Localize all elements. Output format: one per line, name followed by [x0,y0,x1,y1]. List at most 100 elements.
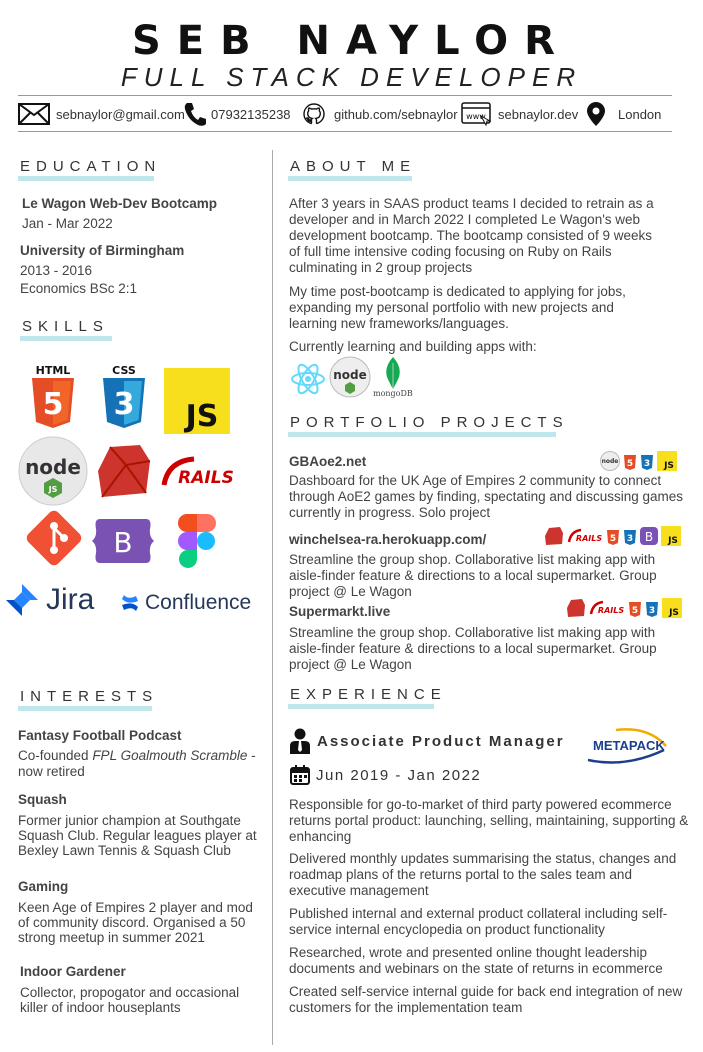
location-text: London [618,106,662,122]
interest-text-2: Former junior champion at Southgate Squa… [18,813,257,858]
css3-mini-icon: 3 [641,455,653,470]
contact-email[interactable]: sebnaylor@gmail.com [18,100,185,128]
figma-icon [178,514,216,568]
html5-mini-icon: 5 [629,602,641,617]
svg-text:JS: JS [48,485,58,494]
contact-bar: sebnaylor@gmail.com 07932135238 github.c… [18,100,678,128]
ruby-icon [98,445,151,498]
interest-text-3: Keen Age of Empires 2 player and mod of … [18,900,253,945]
experience-bullet-4: Researched, wrote and presented online t… [289,945,663,976]
experience-bullet-3: Published internal and external product … [289,906,668,937]
svg-text:5: 5 [43,387,64,422]
about-paragraph-2: My time post-bootcamp is dedicated to ap… [289,284,626,331]
svg-text:node: node [602,458,619,465]
javascript-icon: JS [164,368,230,434]
confluence-icon [122,595,138,611]
svg-text:5: 5 [632,606,638,616]
svg-text:B: B [645,530,653,544]
svg-text:5: 5 [610,534,616,544]
header-divider-bottom [18,131,672,132]
github-icon [303,103,325,125]
svg-text:node: node [25,455,81,479]
job-title: Associate Product Manager [317,733,565,750]
interest-title-2: Squash [18,792,67,807]
rails-mini-icon: RAILS [567,528,602,543]
svg-text:JS: JS [667,536,678,546]
ruby-mini-icon [545,527,563,545]
nodejs-icon: node JS [18,436,88,506]
person-icon [290,728,310,754]
jira-label: Jira [46,583,95,616]
skills-underline [20,336,112,341]
react-icon [291,363,325,395]
html5-mini-icon: 5 [607,530,619,545]
education-underline [18,176,154,181]
css3-mini-icon: 3 [624,530,636,545]
interest-text-1: Co-founded FPL Goalmouth Scramble - now … [18,748,256,779]
svg-text:RAILS: RAILS [576,534,602,543]
contact-github[interactable]: github.com/sebnaylor [302,100,458,128]
phone-text: 07932135238 [211,106,291,122]
project-2-tech-icons: RAILS 5 3 B JS [544,526,681,546]
svg-text:RAILS: RAILS [598,606,624,615]
jira-logo: Jira [4,580,94,620]
bootstrap-icon: B [92,519,154,563]
svg-text:3: 3 [649,606,655,616]
project-desc-2: Streamline the group shop. Collaborative… [289,552,657,599]
about-paragraph-3: Currently learning and building apps wit… [289,339,537,354]
about-paragraph-1: After 3 years in SAAS product teams I de… [289,196,654,275]
company-name: METAPACK [593,738,665,753]
contact-location: London [586,100,661,128]
bootstrap-mini-icon: B [640,527,658,545]
svg-text:RAILS: RAILS [178,468,234,488]
edu-school-2: University of Birmingham [20,243,185,258]
javascript-mini-icon: JS [662,598,682,618]
metapack-swoosh-icon [587,728,667,764]
about-underline [288,176,412,181]
svg-text:www: www [466,112,486,121]
education-heading: EDUCATION [20,158,162,175]
svg-text:JS: JS [668,608,679,618]
resume-role: FULL STACK DEVELOPER [120,62,583,92]
html5-icon: HTML 5 [32,364,74,428]
project-name-1[interactable]: GBAoe2.net [289,454,367,469]
interests-heading: INTERESTS [20,688,159,705]
rails-mini-icon: RAILS [589,600,624,615]
project-name-2[interactable]: winchelsea-ra.herokuapp.com/ [289,532,487,547]
css3-mini-icon: 3 [646,602,658,617]
envelope-icon [18,103,50,125]
experience-bullet-1: Responsible for go-to-market of third pa… [289,797,689,844]
website-icon: www [461,102,491,126]
project-1-tech-icons: node 5 3 JS [600,451,677,471]
github-text: github.com/sebnaylor [334,106,458,122]
css3-icon: CSS 3 [103,364,145,428]
javascript-mini-icon: JS [657,451,677,471]
svg-text:JS: JS [663,461,674,471]
interests-underline [18,706,152,711]
skills-heading: SKILLS [22,318,109,335]
calendar-icon [290,765,310,785]
experience-heading: EXPERIENCE [290,686,447,703]
git-icon [26,510,82,566]
svg-text:CSS: CSS [112,364,136,377]
rails-icon: RAILS [161,456,234,488]
email-text: sebnaylor@gmail.com [56,106,185,122]
svg-text:3: 3 [114,387,135,422]
ruby-mini-icon [567,599,585,617]
contact-phone[interactable]: 07932135238 [183,100,291,128]
nodejs-mini-icon: node [600,451,620,471]
svg-text:5: 5 [627,459,633,469]
resume-name: SEB NAYLOR [132,18,571,64]
svg-text:JS: JS [184,399,219,434]
contact-website[interactable]: www sebnaylor.dev [461,100,578,128]
edu-school-1: Le Wagon Web-Dev Bootcamp [22,196,218,211]
edu-dates-2: 2013 - 2016 [20,263,93,278]
project-name-3[interactable]: Supermarkt.live [289,604,391,619]
confluence-label: Confluence [145,591,252,614]
location-pin-icon [587,102,605,126]
column-divider [272,150,273,1045]
svg-text:node: node [333,368,367,382]
nodejs-small-icon: node [329,356,371,398]
project-desc-1: Dashboard for the UK Age of Empires 2 co… [289,473,683,520]
interest-text-4: Collector, propogator and occasional kil… [20,985,240,1015]
